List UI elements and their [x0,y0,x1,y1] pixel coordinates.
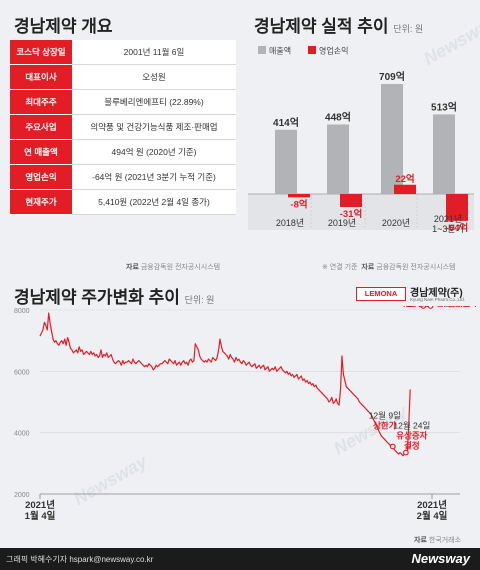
annotation-label: 12월 24일 [393,421,430,431]
data-label-profit: -8억 [290,198,307,210]
y-tick-label: 4000 [14,431,30,438]
overview-row: 최대주주 블루베리엔에프티 (22.89%) [10,89,236,115]
data-label-profit: -31억 [340,208,362,220]
overview-table: 코스닥 상장일 2001년 11월 6일 대표이사 오성원 최대주주 블루베리엔에프티… [10,40,236,215]
annotation-point [427,306,434,309]
overview-source: 자료 금융감독원 전자공시시스템 [126,264,221,271]
company-name-en: Kyung Nam Pharm.Co.,Ltd. [410,297,466,302]
bar-profit [446,194,468,221]
performance-title: 경남제약 실적 추이 단위: 원 [254,17,424,36]
x-tick-label: 2020년 [382,218,410,228]
overview-value: 5,410원 (2022년 2월 4일 종가) [72,189,236,215]
x-tick-label: 1~3분기 [432,224,464,234]
x-tick-label: 2018년 [276,218,304,228]
annotation-point [420,306,427,309]
overview-row: 대표이사 오성원 [10,64,236,90]
annotation-label: 12월 9일 [369,410,401,420]
bar-revenue [381,84,403,194]
overview-key: 주요사업 [10,114,72,140]
annotation-point [402,449,409,456]
overview-value: -64억 원 (2021년 3분기 누적 기준) [72,164,236,190]
bar-revenue [433,114,455,194]
overview-value: 494억 원 (2020년 기준) [72,139,236,165]
x-tick-label: 2021년 [25,499,55,511]
legend-swatch-revenue [258,46,266,54]
lemona-logo: LEMONA [356,287,406,301]
annotation-label: 2거래일 [442,306,470,308]
data-label-revenue: 513억 [431,101,457,113]
x-tick-label: 2021년 [434,214,462,224]
overview-key: 현재주가 [10,189,72,215]
annotation-label: 2월 3일 [443,306,471,308]
data-label-revenue: 448억 [325,111,351,123]
y-tick-label: 2000 [14,492,30,499]
x-tick-label: 2월 4일 [417,510,448,522]
legend-label-profit: 영업손익 [319,46,348,56]
data-label-profit: 22억 [395,173,414,185]
annotation-label: 권리락 [406,306,430,308]
bar-revenue [275,129,297,194]
bar-revenue [327,124,349,194]
footer-credit: 그래픽 박혜수기자 hspark@newsway.co.kr [6,555,154,564]
overview-row: 코스닥 상장일 2001년 11월 6일 [10,40,236,65]
overview-value: 오성원 [72,64,236,90]
legend-label-revenue: 매출액 [269,46,291,56]
bar-profit [288,194,310,198]
y-tick-label: 8000 [14,308,30,315]
footer: 그래픽 박혜수기자 hspark@newsway.co.kr Newsway [0,548,480,570]
annotation-label: 1월 26일 [401,306,433,308]
annotation-label: 연속 상한가 [436,306,478,308]
overview-value: 2001년 11월 6일 [72,40,236,65]
x-tick-label: 2021년 [417,499,447,511]
data-label-revenue: 414억 [273,117,299,129]
stock-source: 자료 한국거래소 [414,537,462,544]
overview-row: 연 매출액 494억 원 (2020년 기준) [10,139,236,165]
overview-title: 경남제약 개요 [14,17,113,36]
annotation-label: 상한가 [373,420,397,430]
overview-key: 최대주주 [10,89,72,115]
overview-row: 주요사업 의약품 및 건강기능식품 제조·판매업 [10,114,236,140]
overview-key: 대표이사 [10,64,72,90]
annotation-label: 유상증자 [402,306,433,308]
bar-profit [340,194,362,208]
data-label-profit: -64억 [446,222,468,234]
price-line [39,312,411,457]
company-name: 경남제약(주) [410,288,463,299]
annotation-label: 유상증자 [396,431,427,441]
performance-source: ※ 연결 기준 자료 금융감독원 전자공시시스템 [322,264,456,271]
y-tick-label: 6000 [14,369,30,376]
overview-row: 현재주가 5,410원 (2022년 2월 4일 종가) [10,189,236,215]
annotation-label: 2022년 [404,306,431,308]
overview-key: 영업손익 [10,164,72,190]
annotation-point [389,443,396,450]
overview-key: 연 매출액 [10,139,72,165]
stock-title: 경남제약 주가변화 추이 단위: 원 [14,288,215,307]
overview-row: 영업손익 -64억 원 (2021년 3분기 누적 기준) [10,164,236,190]
legend-swatch-profit [308,46,316,54]
overview-value: 의약품 및 건강기능식품 제조·판매업 [72,114,236,140]
x-tick-label: 1월 4일 [25,510,56,522]
annotation-label: 1월 28일~ [438,306,475,308]
x-tick-label: 2019년 [328,218,356,228]
data-label-revenue: 709억 [379,71,405,83]
bar-profit [394,184,416,194]
overview-value: 블루베리엔에프티 (22.89%) [72,89,236,115]
annotation-label: 결정 [404,441,420,451]
overview-key: 코스닥 상장일 [10,40,72,65]
newsway-logo: Newsway [411,551,470,566]
